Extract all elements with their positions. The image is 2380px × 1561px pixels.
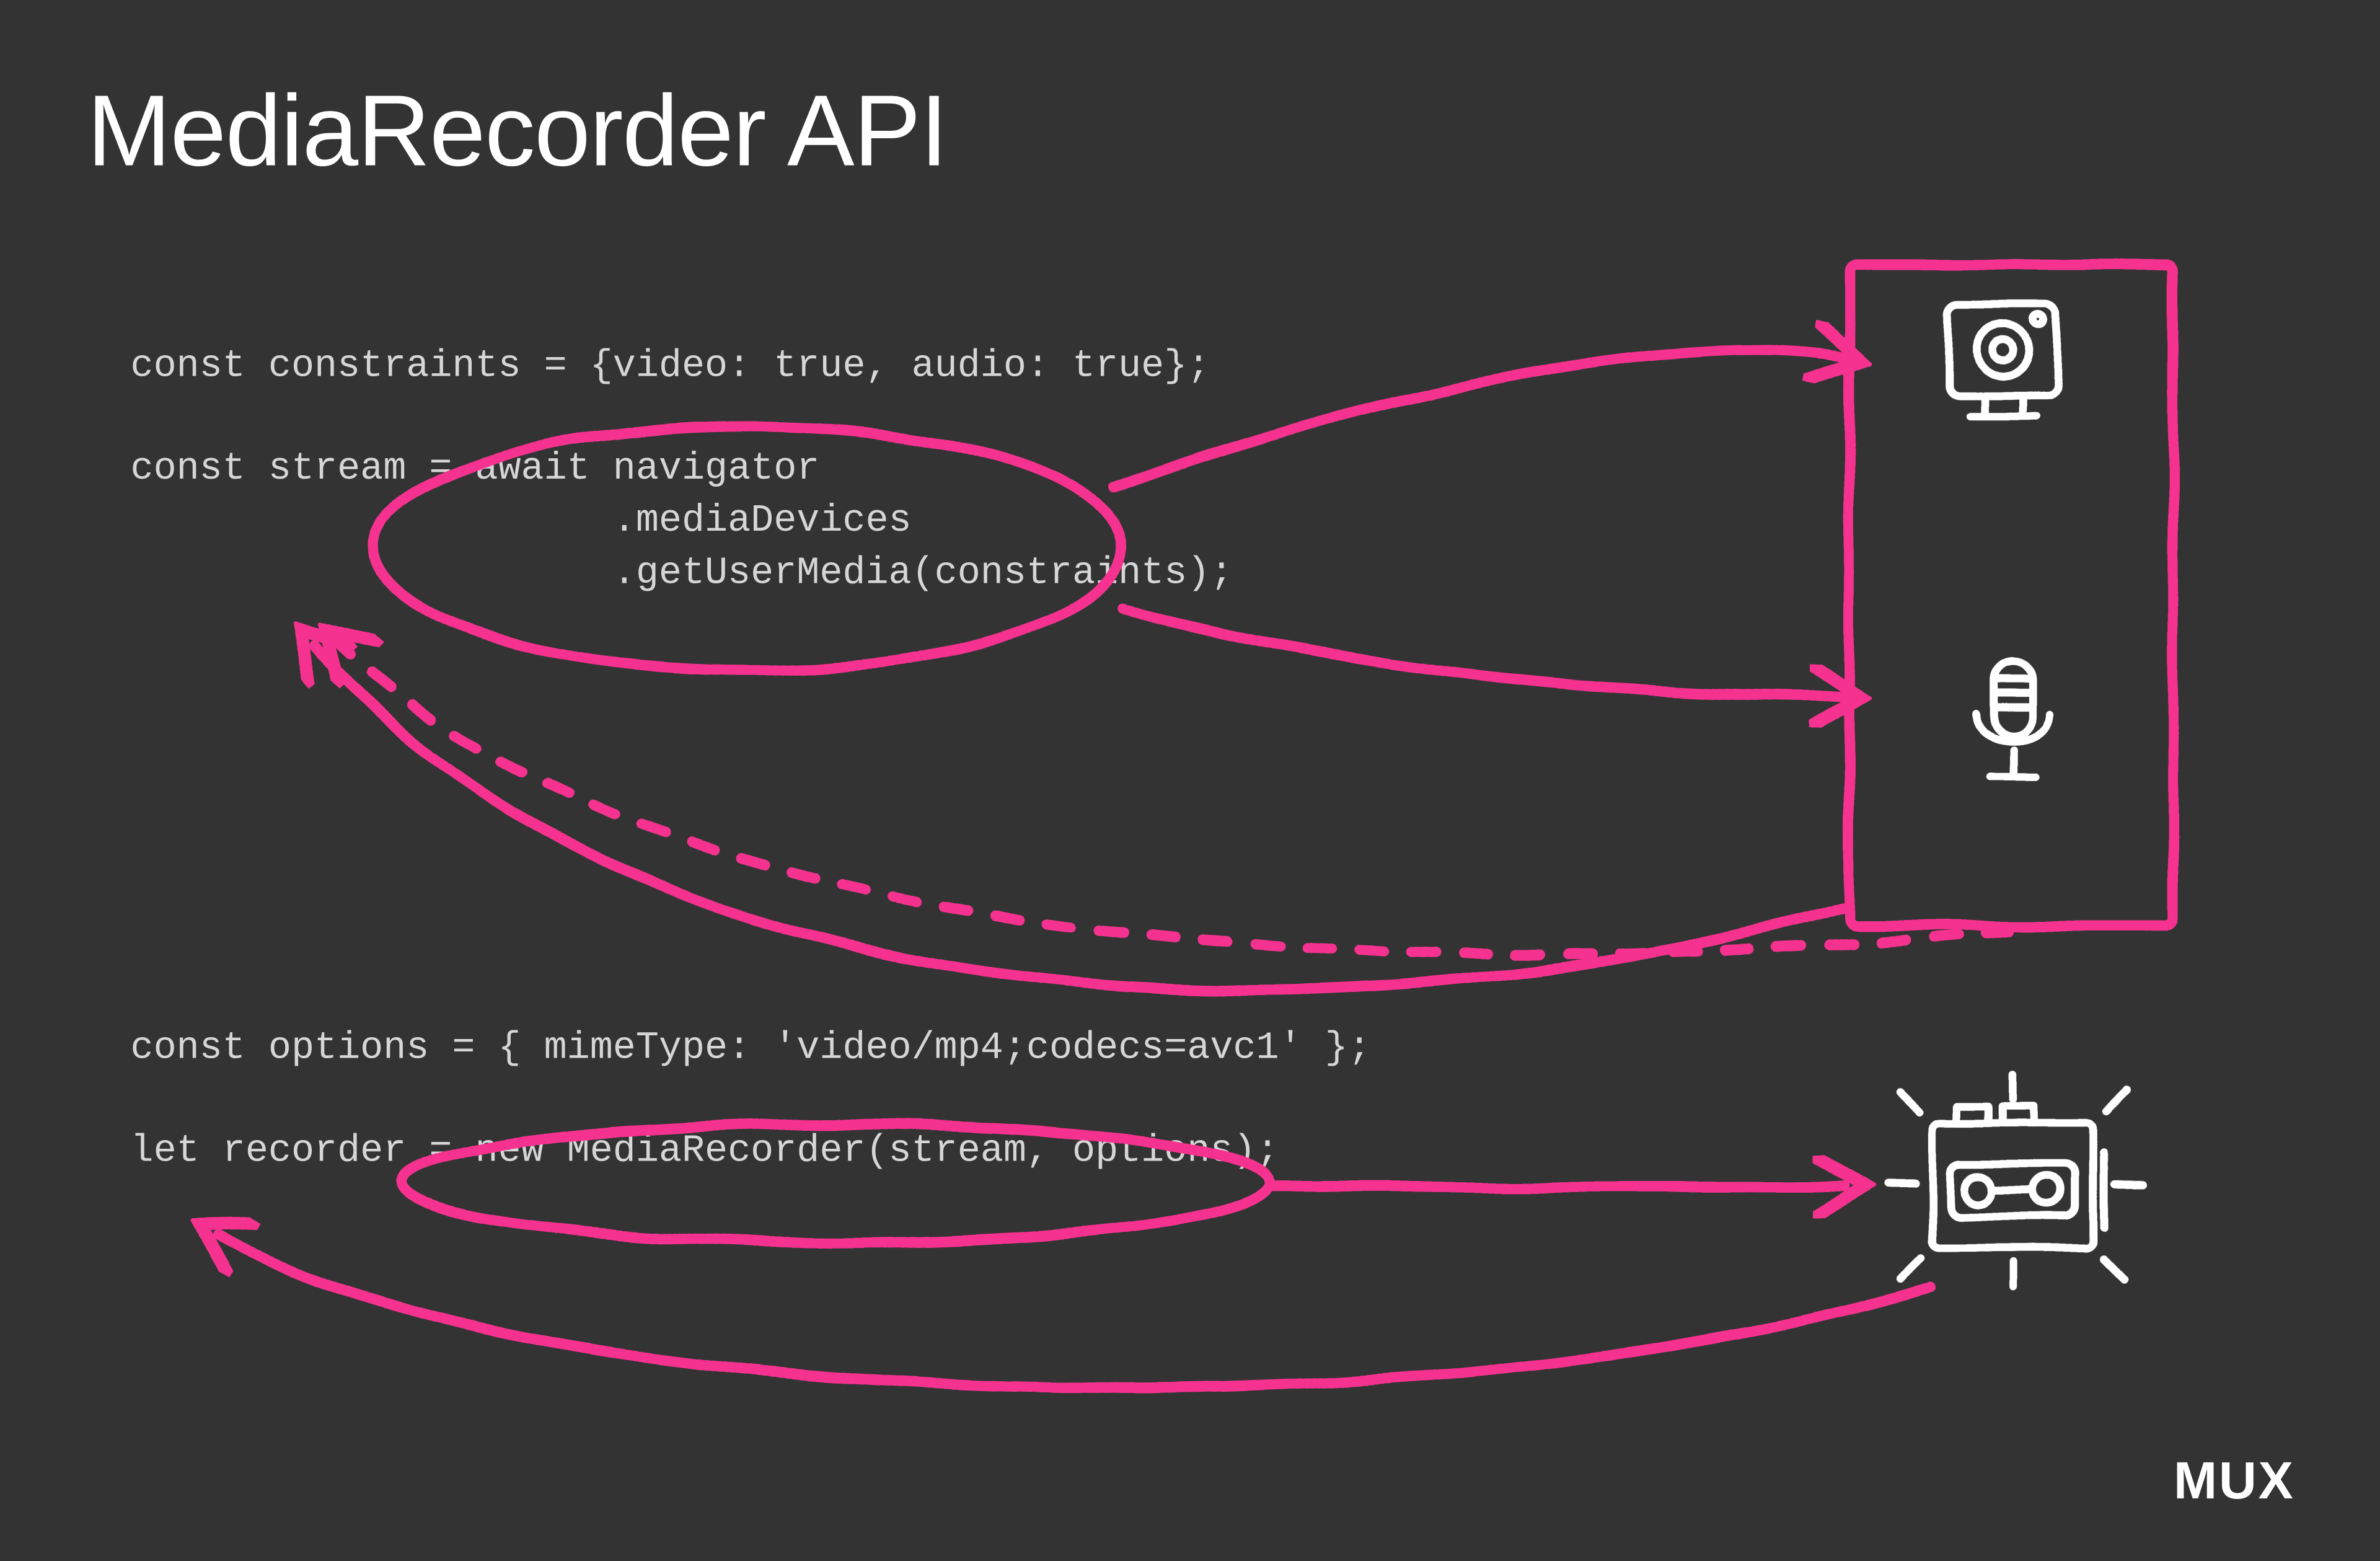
webcam-icon: [1949, 304, 2056, 416]
microphone-icon: [1977, 661, 2050, 776]
slide: MediaRecorder API const constraints = {v…: [0, 0, 2378, 1561]
slide-title: MediaRecorder API: [87, 73, 947, 190]
mux-logo: MUX: [2174, 1453, 2295, 1512]
arrow-return-top-dashed: [339, 644, 2009, 954]
tape-recorder-icon: [1888, 1074, 2142, 1286]
code-block-stream: const constraints = {video: true, audio:…: [131, 341, 1233, 599]
device-box: [1849, 265, 2173, 926]
code-block-recorder: const options = { mimeType: 'video/mp4;c…: [131, 1024, 1371, 1178]
arrow-return-bot: [218, 1236, 1931, 1388]
arrow-return-top-solid: [313, 644, 1844, 990]
arrow-to-mic: [1122, 609, 1841, 696]
annotation-layer: [0, 0, 2378, 1561]
